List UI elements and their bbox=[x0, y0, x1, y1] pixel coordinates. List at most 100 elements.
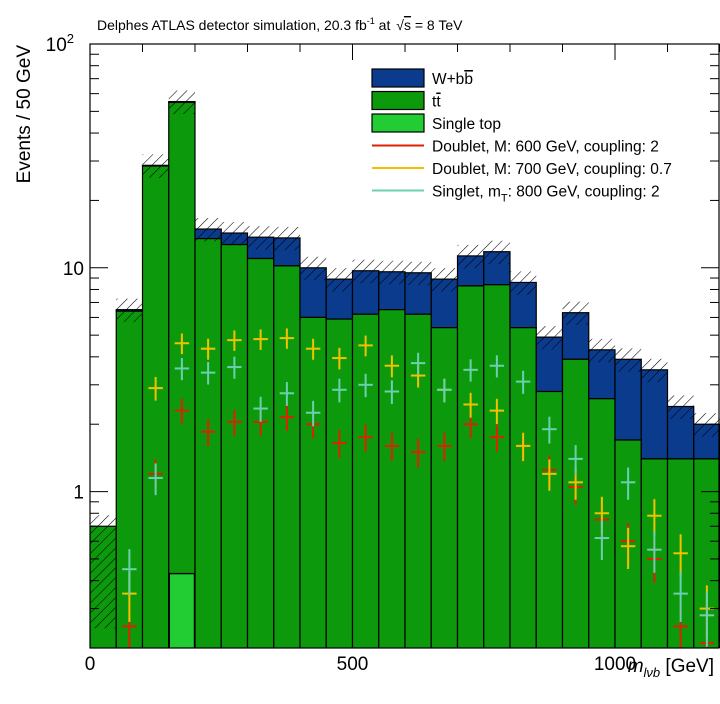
uncertainty-band bbox=[90, 90, 720, 629]
signal-point bbox=[358, 424, 373, 452]
signal-point bbox=[358, 335, 373, 357]
legend-entry: tt bbox=[371, 90, 441, 111]
signal-point bbox=[174, 333, 190, 355]
signal-point bbox=[437, 432, 452, 462]
signal-point bbox=[200, 362, 216, 385]
signal-point bbox=[437, 378, 452, 403]
signal-point bbox=[620, 467, 636, 500]
signal-point bbox=[253, 329, 268, 350]
signal-point bbox=[463, 359, 478, 382]
legend-label: W+bb bbox=[432, 71, 473, 88]
signal-point bbox=[279, 382, 295, 406]
x-tick-label: 0 bbox=[85, 654, 96, 675]
signal-point bbox=[542, 459, 557, 491]
signal-point bbox=[227, 356, 242, 379]
signal-point bbox=[358, 373, 373, 398]
signal-point bbox=[410, 352, 426, 375]
uncertainty-hatch bbox=[641, 358, 668, 383]
legend-label: Doublet, M: 600 GeV, coupling: 2 bbox=[432, 139, 659, 156]
bar-ttbar bbox=[351, 313, 380, 648]
uncertainty-hatch bbox=[431, 268, 458, 292]
legend-swatch bbox=[371, 90, 425, 111]
signal-point bbox=[305, 400, 321, 427]
signal-point bbox=[594, 520, 610, 561]
uncertainty-hatch bbox=[405, 261, 432, 286]
signal-point bbox=[305, 338, 321, 360]
signal-point bbox=[332, 429, 347, 458]
y-axis-label: Events / 50 GeV bbox=[14, 45, 35, 184]
signal-point bbox=[647, 499, 662, 536]
bar-ttbar bbox=[220, 243, 249, 648]
y-tick-label: 102 bbox=[46, 31, 74, 56]
bar-ttbar bbox=[141, 165, 170, 648]
axis-ticks: 0 500 1000 1 10 102 bbox=[46, 31, 720, 675]
uncertainty-hatch bbox=[588, 338, 615, 363]
signal-point bbox=[620, 527, 636, 569]
signal-point bbox=[568, 445, 583, 475]
signal-point bbox=[699, 591, 715, 647]
legend: W+bb tt Single top Doublet, M: 600 GeV, cou… bbox=[371, 68, 672, 205]
legend-label: Doublet, M: 700 GeV, coupling: 0.7 bbox=[432, 161, 672, 178]
x-axis-label: mlνb [GeV] bbox=[628, 656, 714, 680]
legend-entry: Doublet, M: 700 GeV, coupling: 0.7 bbox=[372, 161, 672, 178]
signal-point bbox=[463, 392, 478, 418]
uncertainty-hatch bbox=[510, 271, 537, 295]
uncertainty-hatch bbox=[483, 240, 510, 265]
signal-point bbox=[515, 432, 531, 462]
bar-ttbar bbox=[194, 238, 222, 648]
uncertainty-hatch bbox=[116, 298, 143, 323]
bar-ttbar bbox=[299, 316, 327, 648]
uncertainty-hatch bbox=[247, 226, 274, 250]
signal-point bbox=[200, 338, 216, 360]
signal-point bbox=[542, 416, 557, 444]
uncertainty-hatch bbox=[693, 413, 720, 437]
signal-point bbox=[489, 398, 505, 425]
legend-entry: Doublet, M: 600 GeV, coupling: 2 bbox=[372, 139, 659, 156]
signal-point bbox=[279, 405, 295, 431]
legend-label: Singlet, mT: 800 GeV, coupling: 2 bbox=[432, 184, 660, 205]
signal-point bbox=[279, 328, 295, 349]
legend-entry: Singlet, mT: 800 GeV, coupling: 2 bbox=[372, 184, 660, 205]
signal-point bbox=[253, 396, 268, 422]
signal-point bbox=[174, 398, 190, 425]
bar-ttbar bbox=[456, 285, 485, 648]
uncertainty-hatch bbox=[326, 268, 353, 292]
bar-ttbar bbox=[325, 318, 354, 648]
uncertainty-hatch bbox=[168, 90, 195, 114]
uncertainty-hatch bbox=[352, 259, 379, 284]
legend-swatch bbox=[371, 68, 425, 88]
legend-label: Single top bbox=[432, 116, 501, 133]
uncertainty-hatch bbox=[562, 301, 589, 326]
uncertainty-hatch bbox=[615, 348, 642, 372]
uncertainty-hatch bbox=[378, 260, 405, 285]
bar-single-top bbox=[168, 572, 196, 648]
legend-entry: Single top bbox=[371, 113, 501, 133]
signal-point bbox=[148, 377, 163, 401]
x-tick-label: 500 bbox=[337, 654, 369, 675]
signal-point bbox=[200, 419, 216, 447]
signal-point bbox=[647, 531, 662, 573]
legend-label: tt bbox=[432, 94, 441, 111]
signal-point bbox=[384, 432, 400, 462]
bar-ttbar bbox=[246, 257, 275, 648]
signal-point bbox=[227, 409, 242, 436]
signal-point bbox=[410, 438, 426, 468]
signal-point bbox=[174, 357, 190, 381]
uncertainty-hatch bbox=[273, 226, 300, 251]
uncertainty-hatch bbox=[667, 395, 694, 419]
signal-point bbox=[148, 463, 163, 496]
bar-ttbar bbox=[561, 358, 590, 648]
uncertainty-hatch bbox=[221, 222, 248, 246]
signal-point bbox=[384, 380, 400, 405]
signal-point bbox=[673, 571, 688, 622]
legend-entry: W+bb bbox=[371, 68, 473, 88]
signal-point bbox=[384, 355, 400, 378]
uncertainty-hatch bbox=[300, 256, 327, 281]
signal-point bbox=[227, 330, 242, 351]
signal-point bbox=[673, 534, 688, 577]
signal-markers bbox=[122, 328, 715, 648]
x-tick-label: 1000 bbox=[594, 654, 636, 675]
bar-wbb bbox=[614, 358, 642, 441]
y-tick-label: 1 bbox=[73, 483, 84, 504]
